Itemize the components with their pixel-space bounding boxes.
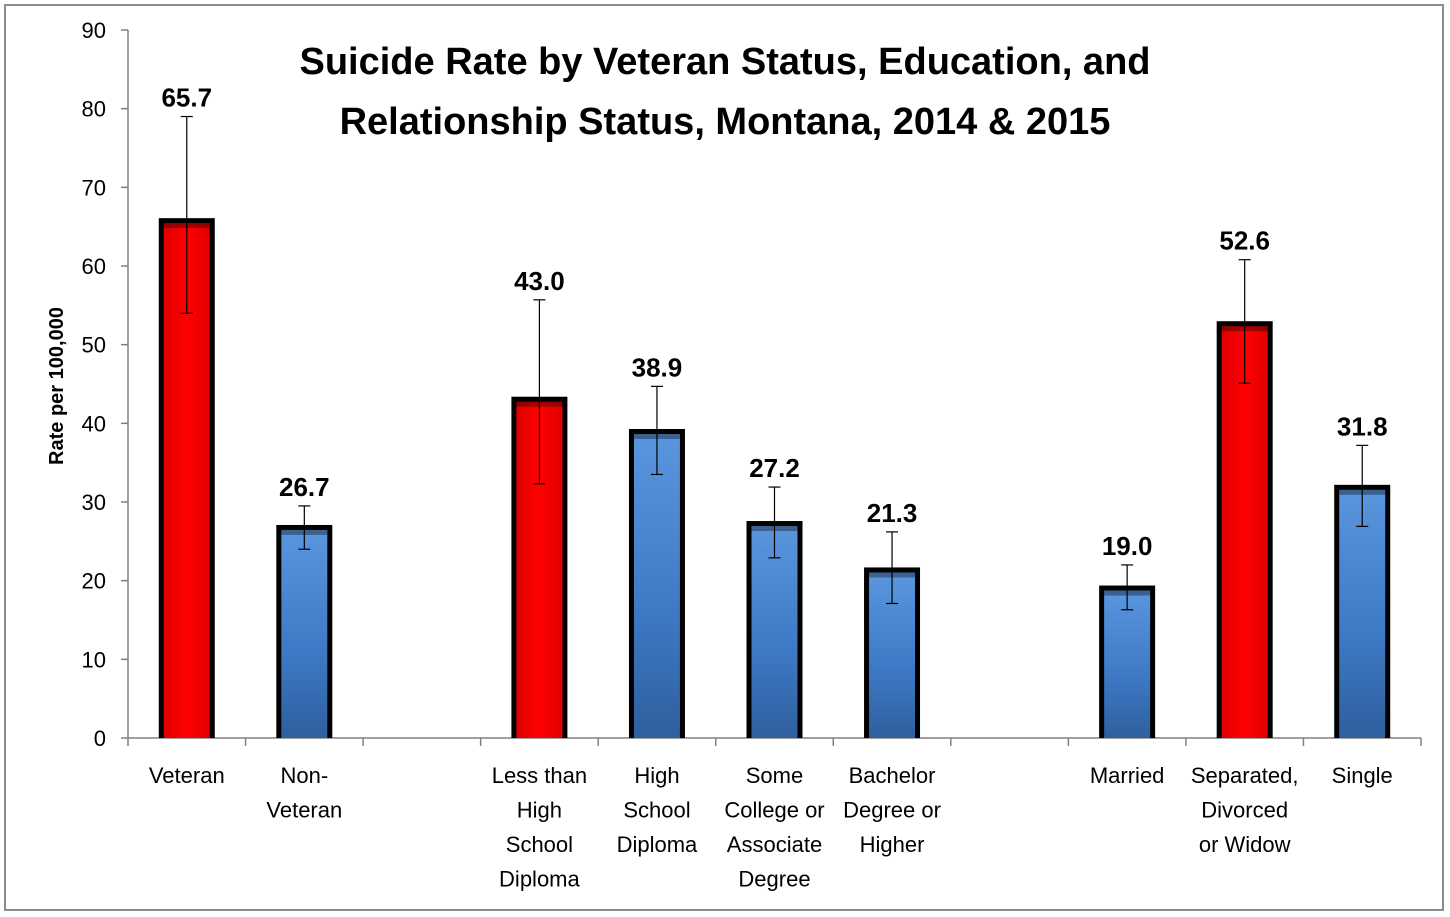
- x-category-label: Divorced: [1201, 798, 1288, 823]
- data-label: 52.6: [1219, 226, 1270, 256]
- x-category-label: Separated,: [1191, 763, 1299, 788]
- x-category-label: High: [634, 763, 679, 788]
- x-category-label: Some: [746, 763, 803, 788]
- bar: [1104, 590, 1151, 738]
- data-label: 21.3: [867, 498, 918, 528]
- y-tick-label: 10: [82, 647, 106, 672]
- x-category-label: Diploma: [499, 867, 580, 892]
- y-axis-label: Rate per 100,000: [46, 307, 68, 465]
- bar: [1339, 489, 1386, 738]
- x-category-label: Married: [1090, 763, 1165, 788]
- data-label: 19.0: [1102, 531, 1153, 561]
- x-category-label: Degree: [738, 867, 810, 892]
- chart-title-line-2: Relationship Status, Montana, 2014 & 201…: [340, 101, 1111, 143]
- y-tick-label: 70: [82, 175, 106, 200]
- data-label: 26.7: [279, 472, 330, 502]
- data-label: 27.2: [749, 453, 800, 483]
- y-tick-label: 60: [82, 254, 106, 279]
- y-tick-label: 30: [82, 490, 106, 515]
- x-category-label: School: [623, 798, 690, 823]
- chart-frame: [4, 4, 1444, 911]
- bar: [281, 529, 328, 738]
- data-label: 38.9: [632, 352, 683, 382]
- y-tick-label: 20: [82, 569, 106, 594]
- x-category-label: Higher: [860, 832, 925, 857]
- bar: [633, 433, 680, 738]
- data-label: 43.0: [514, 266, 565, 296]
- x-category-label: or Widow: [1199, 832, 1291, 857]
- y-tick-label: 50: [82, 333, 106, 358]
- bar-highlight: [1221, 326, 1268, 738]
- data-label: 31.8: [1337, 411, 1388, 441]
- x-category-label: Non-: [280, 763, 328, 788]
- bars-group: 65.7 26.7 43.0 38.9 27.2 21.3 19.0 52.6 31.8: [158, 83, 1391, 738]
- y-tick-label: 80: [82, 97, 106, 122]
- x-category-label: Degree or: [843, 798, 941, 823]
- x-category-label: Veteran: [266, 798, 342, 823]
- x-category-label: College or: [724, 798, 824, 823]
- x-category-label: Less than: [492, 763, 587, 788]
- chart-title-line-1: Suicide Rate by Veteran Status, Educatio…: [300, 41, 1151, 83]
- x-category-label: High: [517, 798, 562, 823]
- x-category-label: Associate: [727, 832, 822, 857]
- x-category-label: Single: [1332, 763, 1393, 788]
- data-label: 65.7: [161, 83, 212, 113]
- bar: [751, 526, 798, 738]
- x-category-label: Bachelor: [849, 763, 936, 788]
- x-category-label: School: [506, 832, 573, 857]
- y-tick-label: 40: [82, 411, 106, 436]
- x-category-label: Diploma: [617, 832, 698, 857]
- axes: 0 10 20 30 40 50 60 70 80 90 Veteran Non- Veteran Les…: [82, 18, 1422, 892]
- y-tick-label: 90: [82, 18, 106, 43]
- y-tick-label: 0: [94, 726, 106, 751]
- x-category-label: Veteran: [149, 763, 225, 788]
